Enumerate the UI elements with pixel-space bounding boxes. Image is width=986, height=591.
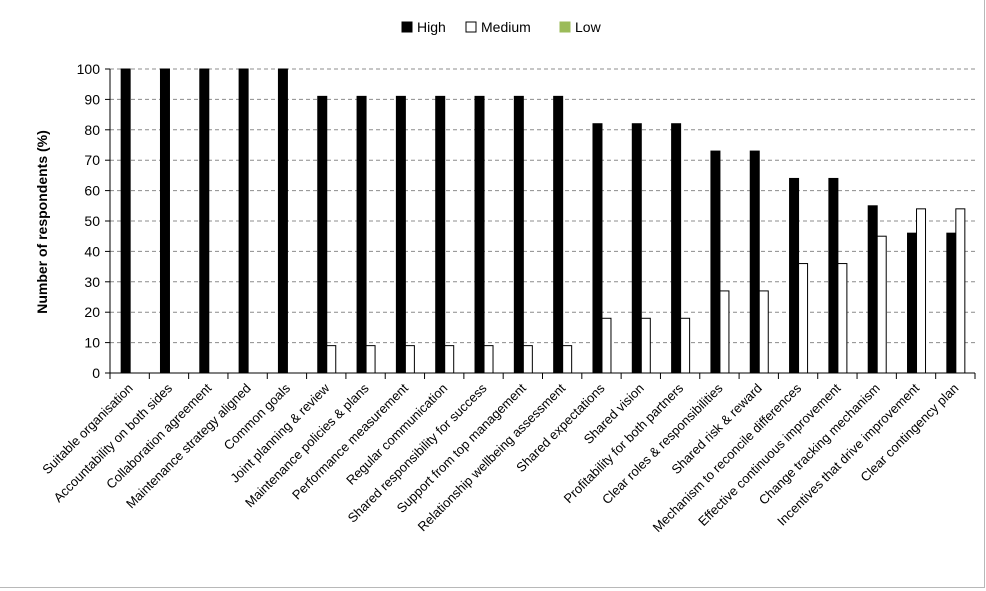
- bar-high: [317, 95, 328, 374]
- legend-swatch-high: [401, 21, 413, 33]
- bar-medium: [365, 345, 376, 374]
- y-tick-label: 90: [84, 91, 100, 107]
- bar-high: [120, 68, 131, 374]
- axes: [105, 68, 976, 379]
- bar-high: [867, 205, 878, 374]
- legend-label-low: Low: [575, 19, 602, 35]
- bar-high: [749, 150, 760, 374]
- bar-high: [631, 123, 642, 374]
- bar-medium: [680, 317, 691, 374]
- bar-medium: [876, 235, 887, 374]
- y-tick-label: 30: [84, 274, 100, 290]
- bar-medium: [758, 290, 769, 374]
- bar-high: [592, 123, 603, 374]
- y-tick-label: 60: [84, 183, 100, 199]
- legend: High Medium Low: [401, 19, 602, 35]
- bar-high: [828, 177, 839, 374]
- bar-medium: [798, 263, 809, 374]
- y-tick-label: 50: [84, 213, 100, 229]
- y-tick-label: 100: [77, 61, 101, 77]
- y-tick-label: 20: [84, 304, 100, 320]
- bar-medium: [955, 208, 966, 374]
- bar-high: [710, 150, 721, 374]
- bar-high: [238, 68, 249, 374]
- bar-high: [789, 177, 800, 374]
- legend-label-high: High: [417, 19, 446, 35]
- legend-swatch-low: [559, 21, 571, 33]
- y-tick-label: 40: [84, 243, 100, 259]
- bar-high: [159, 68, 170, 374]
- bar-medium: [444, 345, 455, 374]
- bar-medium: [404, 345, 415, 374]
- bar-medium: [562, 345, 573, 374]
- bar-high: [474, 95, 485, 374]
- y-tick-label: 80: [84, 122, 100, 138]
- bar-high: [199, 68, 210, 374]
- bar-high: [395, 95, 406, 374]
- bar-high: [356, 95, 367, 374]
- bars: [120, 68, 966, 374]
- bar-high: [277, 68, 288, 374]
- bar-medium: [719, 290, 730, 374]
- bar-medium: [522, 345, 533, 374]
- bar-high: [435, 95, 446, 374]
- bar-medium: [837, 263, 848, 374]
- bar-medium: [326, 345, 337, 374]
- bar-medium: [601, 317, 612, 374]
- x-tick-label: Effective continuous improvement: [695, 380, 844, 529]
- y-tick-labels: 0 10 20 30 40 50 60 70 80 90 100: [77, 61, 101, 381]
- bar-medium: [640, 317, 651, 374]
- bar-high: [513, 95, 524, 374]
- bar-medium: [916, 208, 927, 374]
- bar-medium: [483, 345, 494, 374]
- y-axis-label: Number of respondents (%): [34, 130, 50, 314]
- bar-high: [553, 95, 564, 374]
- legend-label-medium: Medium: [481, 19, 531, 35]
- y-tick-label: 10: [84, 335, 100, 351]
- x-tick-label: Incentives that drive improvement: [774, 380, 922, 528]
- y-tick-label: 70: [84, 152, 100, 168]
- bar-high: [946, 232, 957, 374]
- bar-high: [907, 232, 918, 374]
- y-tick-label: 0: [92, 365, 100, 381]
- bar-high: [671, 123, 682, 374]
- legend-swatch-medium: [465, 21, 477, 33]
